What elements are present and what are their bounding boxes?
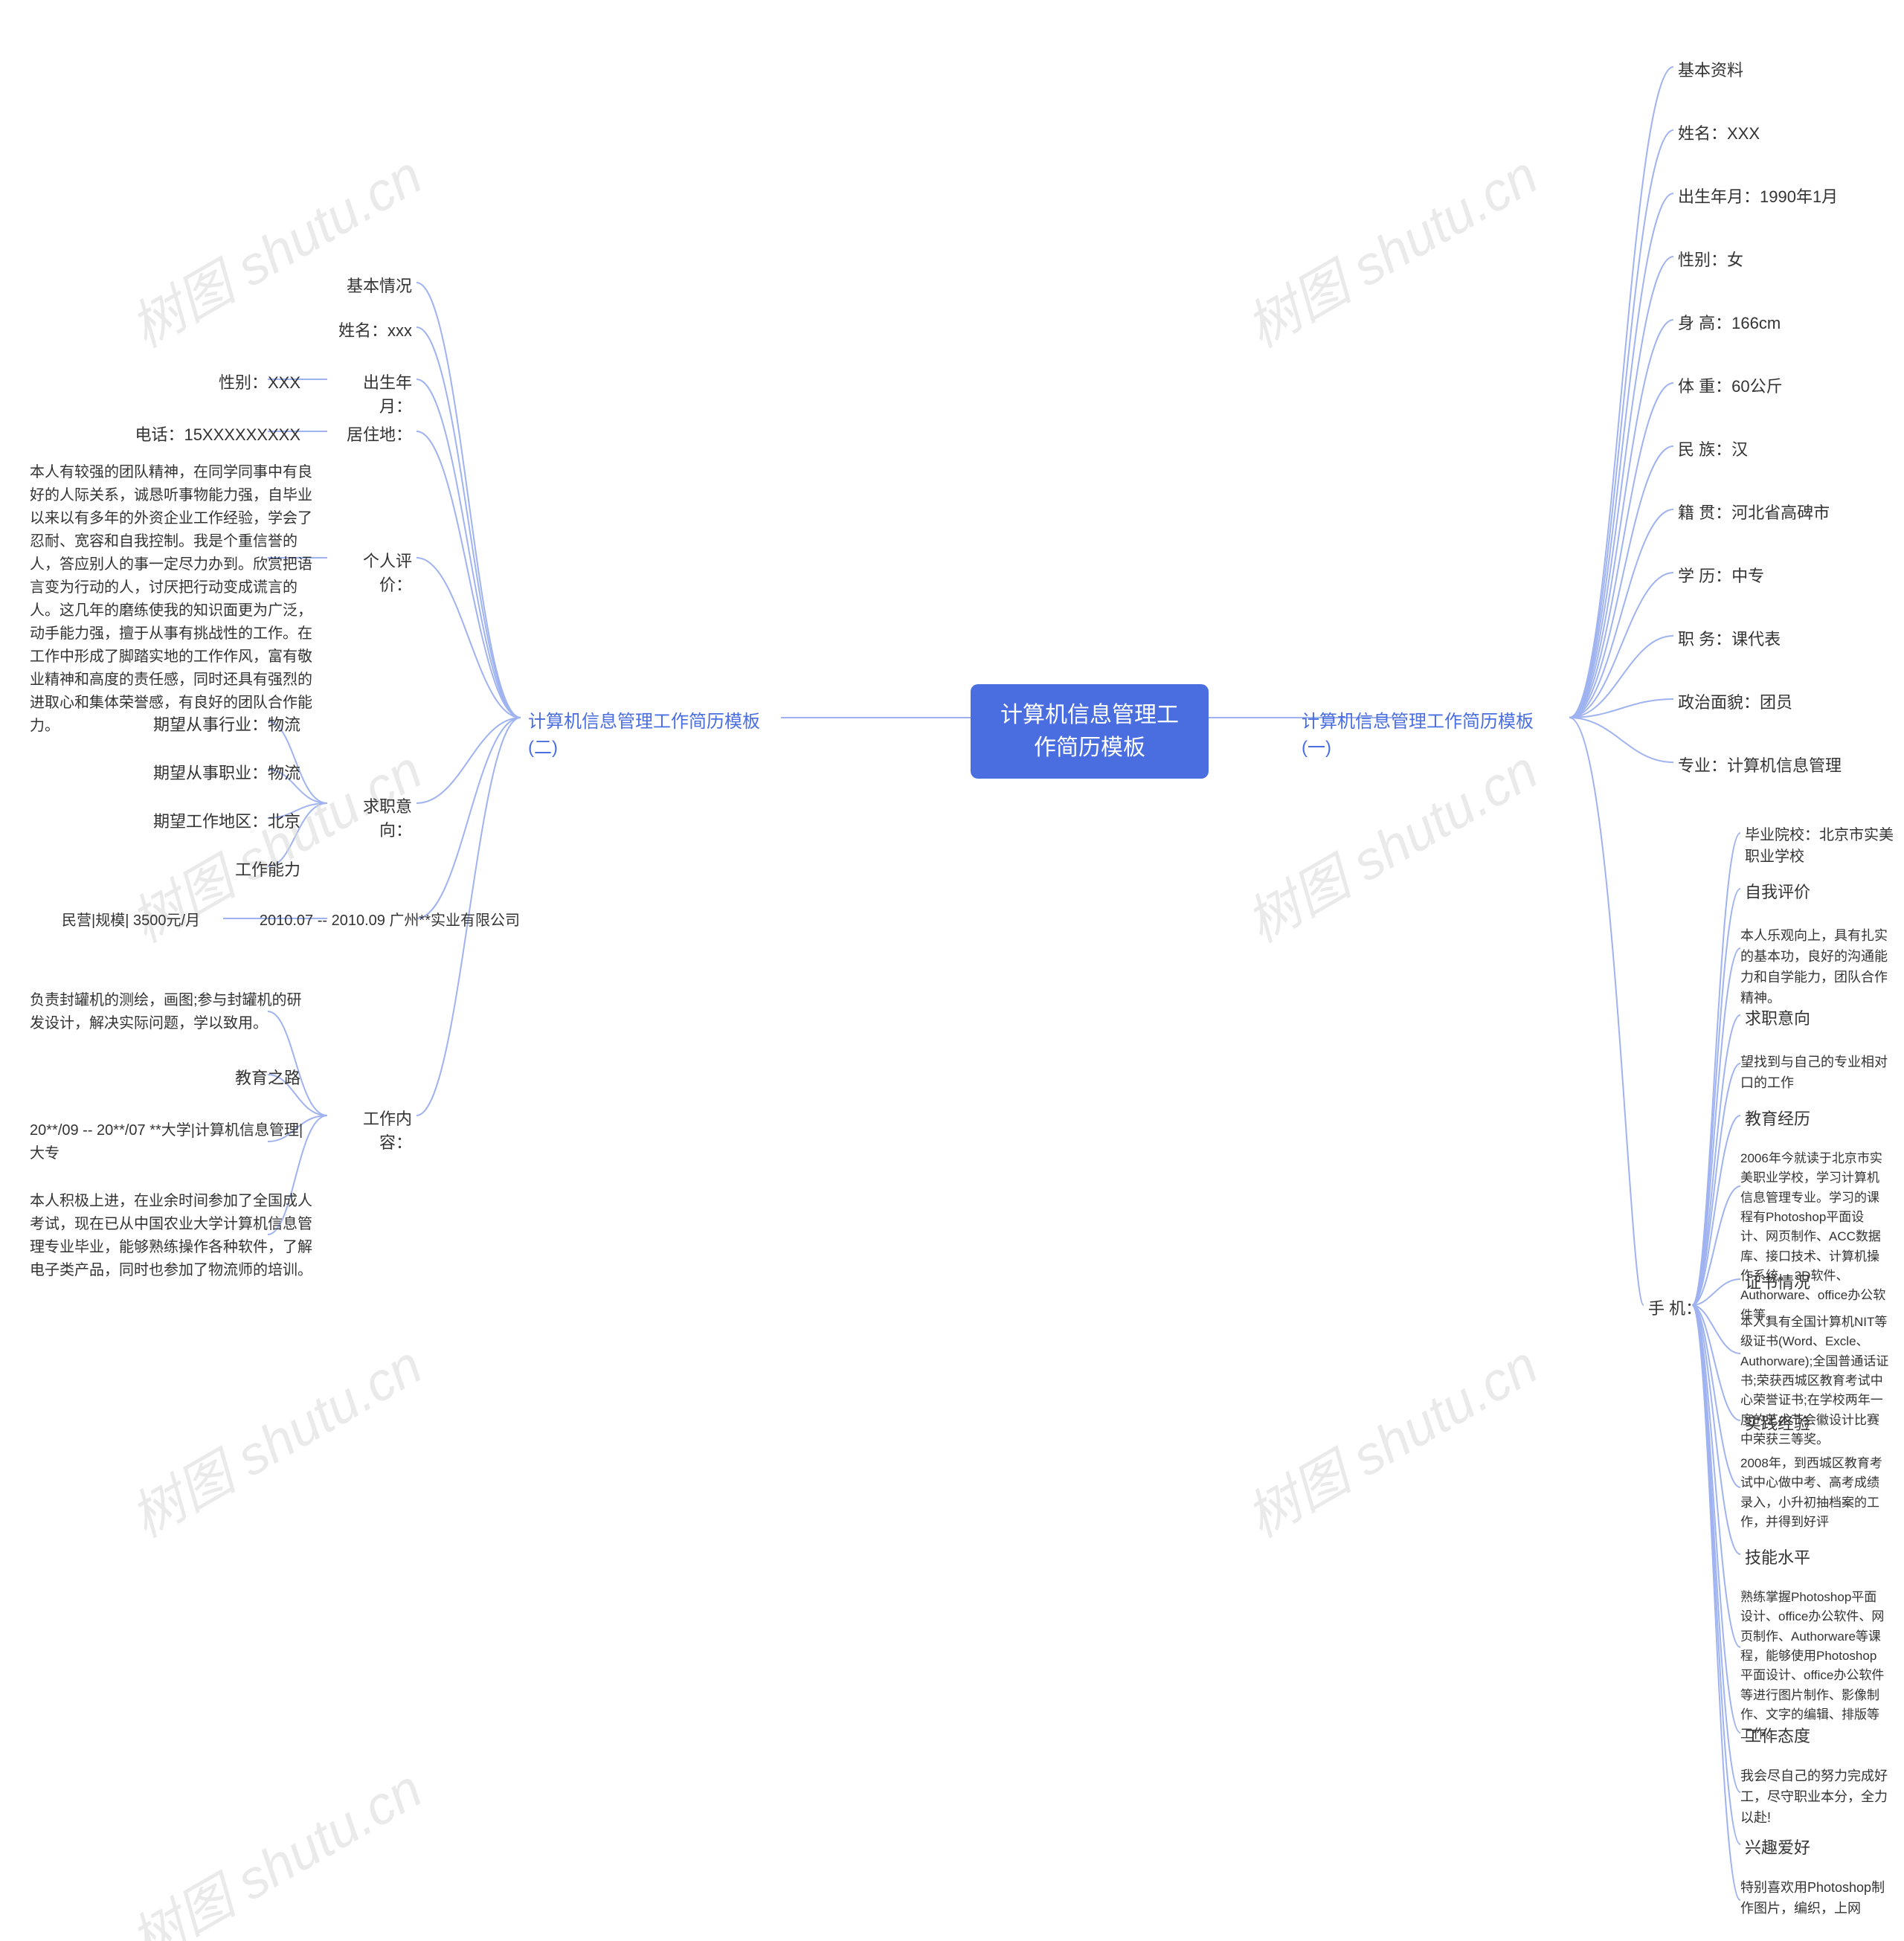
left-location[interactable]: 期望工作地区：北京 xyxy=(112,807,305,837)
left-name[interactable]: 姓名：xxx xyxy=(333,316,416,346)
left-work-c1: 负责封罐机的测绘，画图;参与封罐机的研发设计，解决实际问题，学以致用。 xyxy=(30,989,312,1035)
r-duty[interactable]: 职 务：课代表 xyxy=(1673,625,1785,654)
r-intent-h[interactable]: 求职意向 xyxy=(1740,1004,1815,1034)
left-self-eval-text: 本人有较强的团队精神，在同学同事中有良好的人际关系，诚恳听事物能力强，自毕业以来… xyxy=(30,461,312,738)
r-school[interactable]: 毕业院校：北京市实美职业学校 xyxy=(1740,822,1904,871)
left-career[interactable]: 期望从事职业：物流 xyxy=(112,759,305,788)
left-industry[interactable]: 期望从事行业：物流 xyxy=(112,710,305,740)
left-phone[interactable]: 电话：15XXXXXXXXX xyxy=(126,420,305,450)
left-experience[interactable]: 2010.07 -- 2010.09 广州**实业有限公司 xyxy=(227,907,524,935)
r-edu-exp-h[interactable]: 教育经历 xyxy=(1740,1104,1815,1134)
r-hobby: 特别喜欢用Photoshop制作图片，编织，上网 xyxy=(1740,1878,1889,1919)
right-branch[interactable]: 计算机信息管理工作简历模板(一) xyxy=(1294,705,1569,766)
r-polit[interactable]: 政治面貌：团员 xyxy=(1673,688,1797,718)
left-work-c3: 20**/09 -- 20**/07 **大学|计算机信息管理|大专 xyxy=(30,1119,312,1165)
r-self-eval-h[interactable]: 自我评价 xyxy=(1740,878,1815,907)
connector-layer xyxy=(0,0,1904,1941)
r-phone[interactable]: 手 机： xyxy=(1644,1294,1706,1324)
left-job-intent[interactable]: 求职意向： xyxy=(333,792,416,846)
watermark: 树图 shutu.cn xyxy=(114,1322,434,1552)
left-residence[interactable]: 居住地： xyxy=(342,420,416,450)
r-self-eval: 本人乐观向上，具有扎实的基本功，良好的沟通能力和自学能力，团队合作精神。 xyxy=(1740,926,1889,1009)
watermark: 树图 shutu.cn xyxy=(1229,1322,1549,1552)
left-work-c2[interactable]: 教育之路 xyxy=(208,1063,305,1093)
left-experience-detail[interactable]: 民营|规模| 3500元/月 xyxy=(19,907,205,935)
left-gender[interactable]: 性别：XXX xyxy=(193,368,305,398)
r-native[interactable]: 籍 贯：河北省高碑市 xyxy=(1673,498,1834,528)
left-work-c4: 本人积极上进，在业余时间参加了全国成人考试，现在已从中国农业大学计算机信息管理专… xyxy=(30,1190,312,1282)
watermark: 树图 shutu.cn xyxy=(114,1746,434,1941)
r-practice-h[interactable]: 实践经验 xyxy=(1740,1409,1815,1439)
r-basic[interactable]: 基本资料 xyxy=(1673,56,1748,86)
r-hobby-h[interactable]: 兴趣爱好 xyxy=(1740,1833,1815,1863)
r-birth[interactable]: 出生年月：1990年1月 xyxy=(1673,182,1842,212)
left-self-eval-label[interactable]: 个人评价： xyxy=(333,547,416,600)
r-cert-h[interactable]: 证书情况 xyxy=(1740,1268,1815,1298)
r-ethnic[interactable]: 民 族：汉 xyxy=(1673,435,1752,465)
r-skill-h[interactable]: 技能水平 xyxy=(1740,1543,1815,1573)
r-intent: 望找到与自己的专业相对口的工作 xyxy=(1740,1052,1889,1094)
r-practice: 2008年，到西城区教育考试中心做中考、高考成绩录入，小升初抽档案的工作，并得到… xyxy=(1740,1454,1889,1532)
r-weight[interactable]: 体 重：60公斤 xyxy=(1673,372,1787,402)
r-attitude-h[interactable]: 工作态度 xyxy=(1740,1722,1815,1751)
left-birth[interactable]: 出生年月： xyxy=(327,368,416,422)
r-height[interactable]: 身 高：166cm xyxy=(1673,309,1785,338)
r-name[interactable]: 姓名：XXX xyxy=(1673,119,1764,149)
left-work-content[interactable]: 工作内容： xyxy=(333,1104,416,1158)
r-major[interactable]: 专业：计算机信息管理 xyxy=(1673,751,1846,781)
left-ability[interactable]: 工作能力 xyxy=(193,855,305,885)
r-attitude: 我会尽自己的努力完成好工，尽守职业本分，全力以赴! xyxy=(1740,1766,1889,1829)
mindmap-root[interactable]: 计算机信息管理工作简历模板 xyxy=(971,684,1209,779)
left-branch[interactable]: 计算机信息管理工作简历模板(二) xyxy=(521,705,796,766)
watermark: 树图 shutu.cn xyxy=(1229,132,1549,362)
r-edu[interactable]: 学 历：中专 xyxy=(1673,561,1769,591)
r-gender[interactable]: 性别：女 xyxy=(1673,245,1748,275)
r-edu-exp: 2006年今就读于北京市实美职业学校，学习计算机信息管理专业。学习的课程有Pho… xyxy=(1740,1149,1889,1325)
left-basic[interactable]: 基本情况 xyxy=(342,271,416,301)
